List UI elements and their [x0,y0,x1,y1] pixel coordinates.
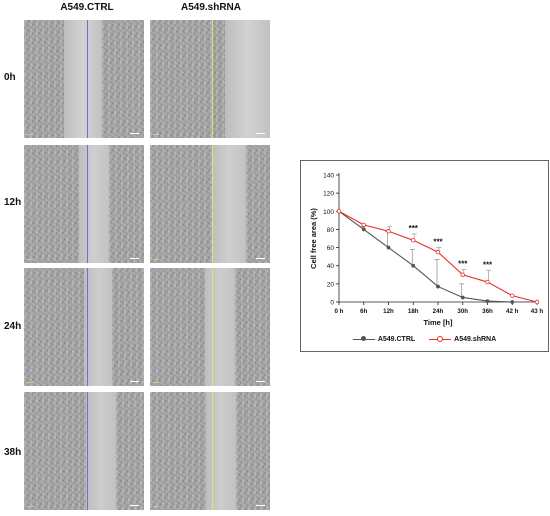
data-point-ctrl [386,245,391,250]
data-point-shrna [460,272,465,277]
legend-swatch-ctrl [352,335,375,343]
column-header-ctrl: A549.CTRL [60,2,114,13]
scale-bar [256,133,265,134]
y-tick-label: 80 [327,227,335,234]
chart-legend: A549.CTRL A549.shRNA [301,333,548,345]
micrograph-ctrl-24h [24,268,144,386]
data-point-shrna [510,293,515,298]
data-point-ctrl [485,299,490,303]
data-point-shrna [336,209,342,214]
x-tick-label: 6h [360,308,367,315]
data-point-shrna [386,229,391,234]
data-point-ctrl [411,263,416,268]
chart-frame: 0 20 40 60 80 100 120 140 0 h 6h 12h 18h 24h 30h 36h 42… [300,160,549,352]
wound-midline [87,145,88,263]
wound-midline [212,20,213,138]
micrograph-ctrl-0h [24,20,144,138]
legend-label-ctrl: A549.CTRL [377,335,416,343]
y-tick-label: 100 [323,209,334,216]
x-tick-label: 24h [433,308,444,315]
row-label-12h: 12h [4,197,22,208]
scale-bar [256,505,265,506]
x-tick-label: 12h [383,308,394,315]
y-tick-label: 60 [327,245,335,252]
wound-midline [212,392,213,510]
y-tick-label: 120 [323,191,334,198]
data-point-shrna [534,299,540,305]
x-tick-label: 0 h [335,308,344,315]
x-axis-label: Time [h] [423,318,453,327]
line-chart: 0 20 40 60 80 100 120 140 0 h 6h 12h 18h 24h 30h 36h 42… [309,173,544,328]
y-tick-label: 140 [323,173,334,180]
data-point-shrna [411,238,416,243]
data-point-shrna [435,249,441,255]
scale-bar [130,381,139,382]
x-tick-label: 43 h [531,308,544,315]
legend-item-ctrl: A549.CTRL [352,333,416,345]
wound-midline [87,20,88,138]
scale-bar [256,258,265,259]
scale-bar [256,381,265,382]
scale-bar [130,505,139,506]
wound-midline [212,145,213,263]
micrograph-shrna-12h [150,145,270,263]
wound-midline [212,268,213,386]
data-point-shrna [485,279,490,285]
y-tick-label: 20 [327,281,335,288]
significance-annotation: *** [458,259,468,268]
row-label-24h: 24h [4,321,22,332]
wound-midline [87,268,88,386]
x-tick-label: 42 h [506,308,519,315]
row-label-38h: 38h [4,447,22,458]
micrograph-ctrl-12h [24,145,144,263]
legend-item-shrna: A549.shRNA [429,333,496,345]
micrograph-ctrl-38h [24,392,144,510]
row-label-0h: 0h [4,72,16,83]
data-point-ctrl [436,284,440,289]
significance-annotation: *** [409,224,419,233]
x-tick-label: 30h [457,308,468,315]
significance-annotation: *** [433,238,443,247]
x-tick-label: 18h [408,308,419,315]
scale-bar [130,258,139,259]
data-point-shrna [361,222,366,228]
wound-midline [87,392,88,510]
significance-annotation: *** [483,260,493,269]
micrograph-shrna-38h [150,392,270,510]
data-point-ctrl [361,227,366,232]
y-axis-label: Cell free area (%) [309,208,318,269]
data-point-ctrl [460,295,465,300]
y-tick-label: 40 [327,263,335,270]
scale-bar [130,133,139,134]
data-point-ctrl [510,300,515,304]
micrograph-shrna-24h [150,268,270,386]
column-header-shrna: A549.shRNA [180,2,242,13]
micrograph-shrna-0h [150,20,270,138]
x-tick-label: 36h [482,308,493,315]
legend-swatch-shrna [429,335,452,343]
y-tick-label: 0 [330,300,334,307]
legend-label-shrna: A549.shRNA [454,335,497,343]
